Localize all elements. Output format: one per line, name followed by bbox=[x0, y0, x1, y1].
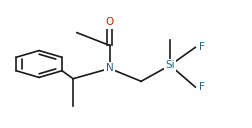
Text: Si: Si bbox=[165, 60, 175, 70]
Text: O: O bbox=[106, 17, 114, 27]
Text: F: F bbox=[199, 42, 204, 52]
Text: F: F bbox=[199, 82, 204, 92]
Text: N: N bbox=[106, 63, 113, 73]
